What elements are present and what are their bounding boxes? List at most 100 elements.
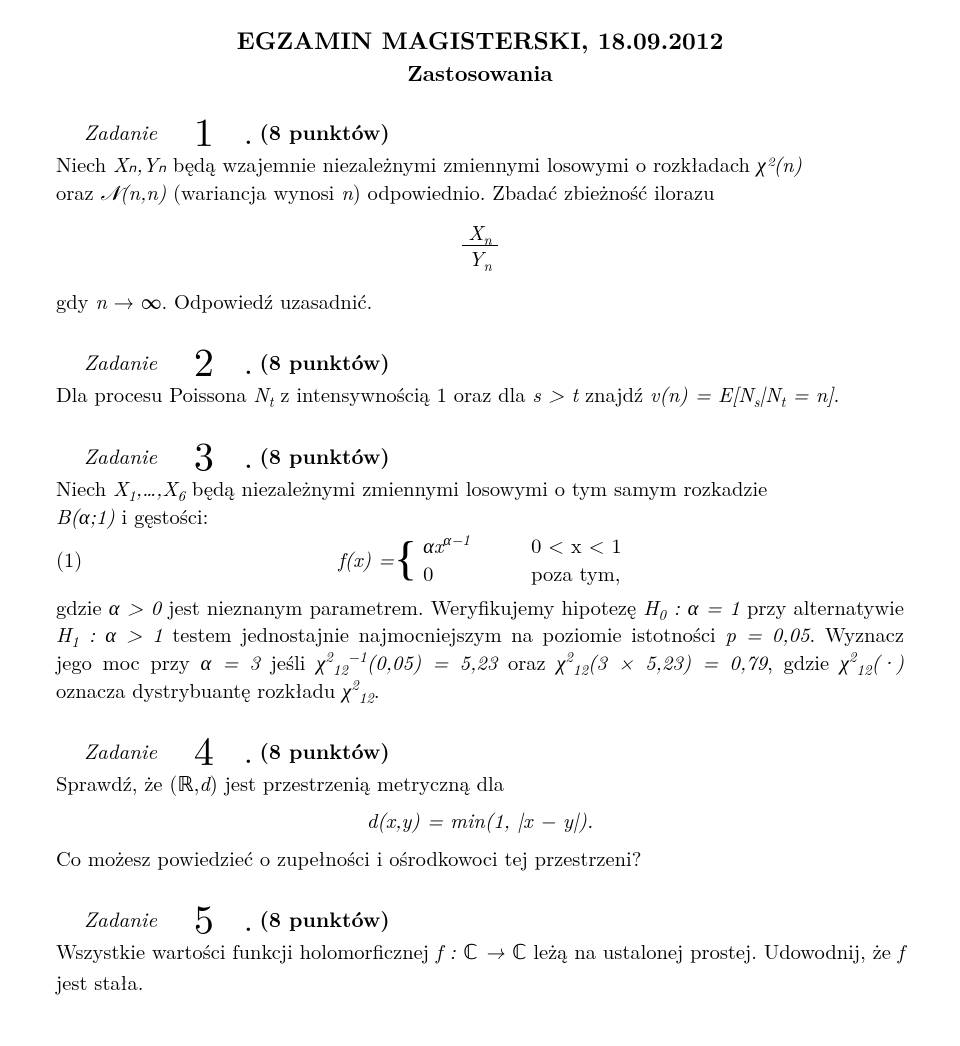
t3-B: B(α;1)	[56, 501, 115, 530]
t3-H1: H1 : α > 1	[56, 619, 163, 648]
t3-p2g: oraz	[497, 647, 556, 676]
t4-eq-text: d(x,y) = min(1, |x − y|).	[367, 805, 593, 834]
frac-den: Yn	[468, 243, 492, 272]
left-brace-icon: {	[394, 535, 417, 583]
points-label-3: (8 punktów)	[260, 441, 390, 471]
task-number-5: 5	[166, 897, 214, 937]
t3-p2b: jest nieznanym parametrem. Weryfikujemy …	[161, 592, 643, 621]
t1-text2: będą wzajemnie niezależnymi zmiennymi lo…	[166, 149, 757, 178]
task-1-heading: Zadanie 1. (8 punktów) Niech Xₙ,Yₙ będą …	[56, 110, 904, 314]
t3-p2i: oznacza dystrybuantę rozkładu	[56, 675, 342, 704]
t4-eq: d(x,y) = min(1, |x − y|).	[56, 806, 904, 834]
t3-p2j: .	[374, 675, 380, 704]
t2-Nt: Nt	[253, 379, 273, 408]
t1-text5: ) odpowiednio. Zbadać zbieżność ilorazu	[353, 177, 715, 206]
t3-p2c: przy alternatywie	[740, 592, 904, 621]
eq-label-1: (1)	[56, 545, 82, 573]
t1-sym-Nnn: (n,n)	[120, 177, 166, 206]
t2-b: z intensywnością 1 oraz dla	[274, 379, 533, 408]
zadanie-label: Zadanie	[84, 117, 157, 147]
t5-f2: f	[898, 936, 904, 965]
task-dot: .	[216, 116, 253, 148]
case1-cond: 0 < x < 1	[531, 531, 622, 559]
task-2-body: Zadanie 2. (8 punktów) Dla procesu Poiss…	[56, 340, 904, 408]
t2-vn: v(n) = E[Ns|Nt = n]	[650, 379, 834, 408]
header-subtitle: Zastosowania	[56, 58, 904, 88]
task-3-heading: Zadanie 3. (8 punktów) Niech X1,…,X6 będ…	[56, 434, 904, 703]
task-4-body: Zadanie 4. (8 punktów) Sprawdź, że (ℝ,d)…	[56, 729, 904, 800]
t3-chiinv: χ212−1(0,05) = 5,23	[316, 647, 497, 676]
task-number-3: 3	[166, 434, 214, 474]
t3-p2a: gdzie	[56, 592, 109, 621]
zadanie-label-4: Zadanie	[84, 736, 157, 766]
t3-H0: H0 : α = 1	[643, 592, 740, 621]
points-label: (8 punktów)	[260, 117, 390, 147]
task-2-heading: Zadanie 2. (8 punktów) Dla procesu Poiss…	[56, 340, 904, 408]
t1-text: Niech	[56, 149, 113, 178]
t1-line2: oraz 𝒩(n,n) (wariancja wynosi n) odpowie…	[56, 178, 904, 209]
task-number-2: 2	[166, 340, 214, 380]
t4-Rd: (ℝ,d)	[169, 768, 217, 797]
t3-apos: α > 0	[109, 592, 161, 621]
t3-equation: (1) f(x) = { αxα−1 0 < x < 1 0 poza tym,	[56, 531, 904, 586]
t1-text4: (wariancja wynosi	[166, 177, 341, 206]
task-5-body: Zadanie 5. (8 punktów) Wszystkie wartośc…	[56, 897, 904, 995]
zadanie-label-3: Zadanie	[84, 441, 157, 471]
exam-page: EGZAMIN MAGISTERSKI, 18.09.2012 Zastosow…	[0, 0, 960, 1036]
points-label-2: (8 punktów)	[260, 347, 390, 377]
t1-sym-xn: Xₙ,Yₙ	[113, 149, 166, 178]
task-number-1: 1	[166, 110, 214, 150]
case1-expr: αxα−1	[423, 530, 470, 559]
t3-c: i gęstości:	[115, 501, 209, 530]
task-dot-5: .	[216, 903, 253, 935]
t1-sym-chi: χ²(n)	[757, 149, 802, 178]
t4-a: Sprawdź, że	[56, 768, 169, 797]
fraction: Xn Yn	[462, 220, 498, 270]
t2-a: Dla procesu Poissona	[56, 379, 253, 408]
task-1-body: Zadanie 1. (8 punktów) Niech Xₙ,Yₙ będą …	[56, 110, 904, 178]
t3-p: p = 0,05	[725, 619, 809, 648]
t3-chi12: χ212	[342, 675, 374, 704]
t3-a3: α = 3	[200, 647, 259, 676]
t3-b: będą niezależnymi zmiennymi losowymi o t…	[185, 473, 767, 502]
t1-sym-N: 𝒩	[100, 183, 120, 205]
task-4-heading: Zadanie 4. (8 punktów) Sprawdź, że (ℝ,d)…	[56, 729, 904, 871]
task-number-4: 4	[166, 729, 214, 769]
case2-expr: 0	[423, 559, 503, 587]
case2-cond: poza tym,	[531, 559, 620, 587]
zadanie-label-5: Zadanie	[84, 904, 157, 934]
t1-body2: gdy n → ∞. Odpowiedź uzasadnić.	[56, 287, 904, 315]
t5-f: f : ℂ → ℂ	[436, 936, 527, 965]
eq-lhs: f(x) =	[338, 545, 394, 573]
task-dot-4: .	[216, 735, 253, 767]
t2-c: znajdź	[578, 379, 650, 408]
header-title: EGZAMIN MAGISTERSKI, 18.09.2012	[56, 24, 904, 56]
t1-sym-n: n	[341, 177, 353, 206]
t3-a: Niech	[56, 473, 113, 502]
t3-p2f: jeśli	[260, 647, 316, 676]
t5-b: leżą na ustalonej prostej. Udowodnij, że	[527, 936, 898, 965]
task-3-body: Zadanie 3. (8 punktów) Niech X1,…,X6 będ…	[56, 434, 904, 502]
t2-st: s > t	[532, 379, 578, 408]
t3-chival: χ212(3 × 5,23) = 0,79	[556, 647, 767, 676]
t4-b: jest przestrzenią metryczną dla	[218, 768, 504, 797]
task-5-heading: Zadanie 5. (8 punktów) Wszystkie wartośc…	[56, 897, 904, 995]
t4-body2: Co możesz powiedzieć o zupełności i ośro…	[56, 844, 904, 872]
t3-chicdf: χ212(·)	[840, 647, 904, 676]
piecewise: f(x) = { αxα−1 0 < x < 1 0 poza tym,	[338, 531, 621, 586]
t1-conclusion: gdy n → ∞. Odpowiedź uzasadnić.	[56, 286, 372, 315]
points-label-5: (8 punktów)	[260, 904, 390, 934]
t5-c: jest stała.	[56, 967, 143, 996]
t1-text3: oraz	[56, 177, 100, 206]
cases: αxα−1 0 < x < 1 0 poza tym,	[423, 531, 622, 586]
points-label-4: (8 punktów)	[260, 736, 390, 766]
t1-fraction: Xn Yn	[56, 214, 904, 276]
t3-p2d: testem jednostajnie najmocniejszym na po…	[163, 619, 726, 648]
t3-line2: B(α;1) i gęstości:	[56, 502, 904, 530]
t5-a: Wszystkie wartości funkcji holomorficzne…	[56, 936, 436, 965]
t2-d: .	[834, 379, 840, 408]
task-dot-2: .	[216, 346, 253, 378]
task-dot-3: .	[216, 440, 253, 472]
t3-p2: gdzie α > 0 jest nieznanym parametrem. W…	[56, 593, 904, 704]
t3-X: X1,…,X6	[113, 473, 185, 502]
